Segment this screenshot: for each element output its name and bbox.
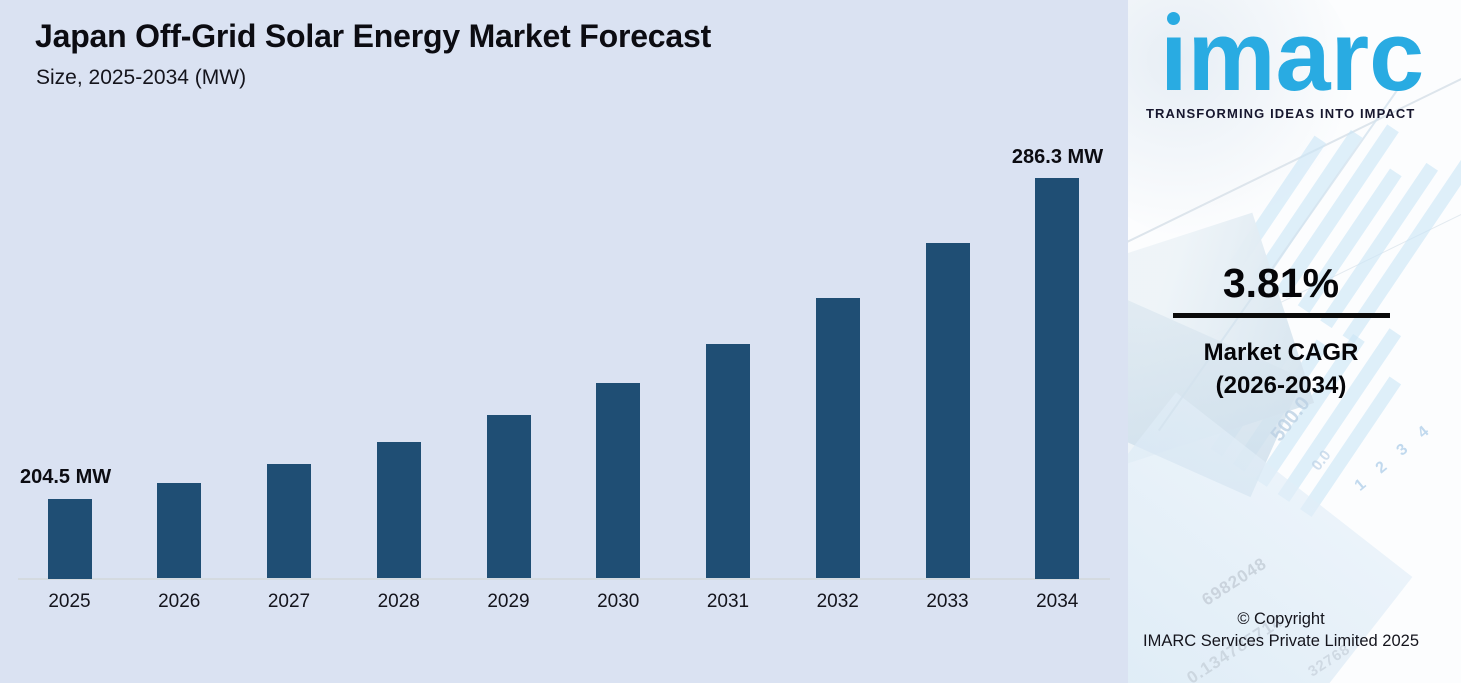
x-label-2027: 2027 [267,591,311,612]
chart-panel: Japan Off-Grid Solar Energy Market Forec… [18,18,1110,612]
logo-tagline: TRANSFORMING IDEAS INTO IMPACT [1146,106,1416,121]
bar-2031 [706,344,750,579]
copyright-line2: IMARC Services Private Limited 2025 [1142,632,1420,650]
logo-dot-icon [1167,12,1180,25]
bar-2030 [596,382,641,579]
data-label-2025: 204.5 MW [20,466,112,488]
cagr-label-years: (2026-2034) [1215,372,1347,399]
watermark-background: 500.0 0.0 1 2 3 4 6982048 0.134785714 32768 [1128,0,1461,683]
x-label-2032: 2032 [816,591,859,612]
x-label-2031: 2031 [706,591,750,612]
chart-title: Japan Off-Grid Solar Energy Market Forec… [35,18,712,54]
bar-2034 [1035,177,1080,579]
copyright: © Copyright IMARC Services Private Limit… [1128,608,1434,652]
x-label-2025: 2025 [48,591,91,612]
cagr-label: Market CAGR [1203,339,1359,366]
copyright-line1: © Copyright [1237,610,1325,628]
bar-2025 [47,498,92,579]
bar-2029 [486,414,531,579]
bar-2028 [376,441,421,579]
chart-subtitle: Size, 2025-2034 (MW) [36,66,247,89]
bar-2032 [815,298,860,579]
bar-chart: 204.5 MW 286.3 MW 2025 2026 2027 2028 2029 20… [18,146,1110,612]
cagr-divider [1172,313,1390,318]
x-label-2034: 2034 [1036,591,1079,612]
x-label-2033: 2033 [926,591,969,612]
cagr-block: 3.81% Market CAGR (2026-2034) [1128,260,1434,401]
x-axis-line [18,578,1110,580]
bar-2026 [157,482,202,579]
x-label-2030: 2030 [597,591,640,612]
bar-2027 [267,464,311,579]
data-label-2034: 286.3 MW [1011,146,1104,168]
brand-panel: 500.0 0.0 1 2 3 4 6982048 0.134785714 32768 ı… [1128,0,1461,683]
bar-2033 [925,243,970,579]
x-label-2028: 2028 [377,591,420,612]
x-label-2026: 2026 [158,591,201,612]
cagr-value: 3.81% [1222,260,1340,306]
x-label-2029: 2029 [487,591,530,612]
logo-wordmark: ımarc [1160,0,1425,111]
